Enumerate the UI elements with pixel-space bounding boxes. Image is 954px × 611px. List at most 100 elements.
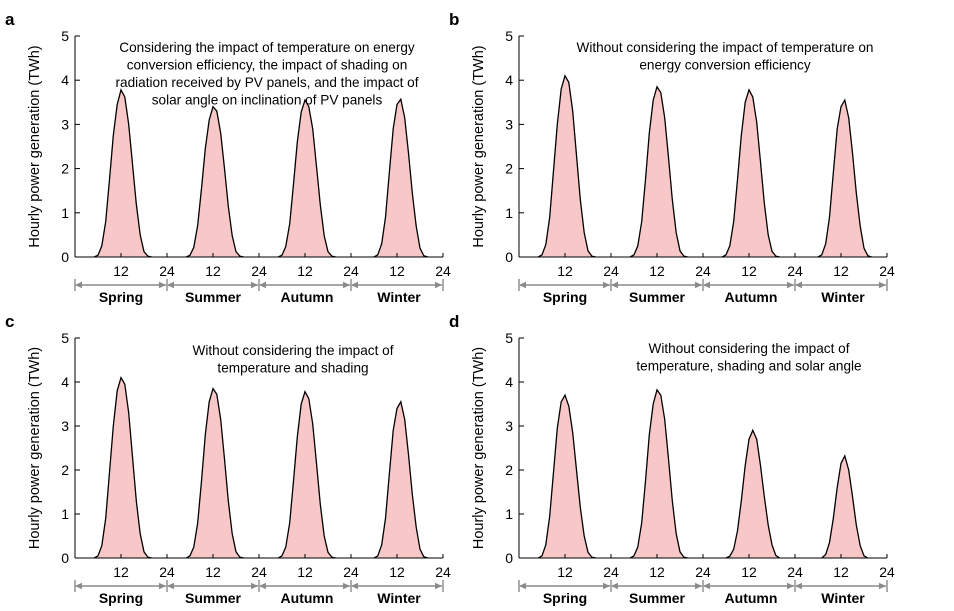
x-tick-label: 24 — [159, 564, 175, 580]
y-tick-label: 1 — [61, 506, 69, 522]
area-winter — [818, 100, 872, 257]
line-spring — [537, 393, 596, 559]
x-tick-label: 12 — [389, 564, 405, 580]
season-label-summer: Summer — [629, 590, 686, 606]
area-summer — [186, 388, 244, 558]
x-tick-label: 12 — [557, 564, 573, 580]
panel-label: a — [5, 10, 15, 29]
y-tick-label: 3 — [61, 418, 69, 434]
area-autumn — [278, 391, 336, 558]
y-axis-label: Hourly power generation (TWh) — [471, 45, 487, 247]
line-winter — [821, 454, 869, 559]
panel-label: c — [5, 312, 14, 331]
x-tick-label: 24 — [787, 263, 803, 279]
area-spring — [94, 89, 152, 258]
x-tick-label: 24 — [159, 263, 175, 279]
x-tick-label: 24 — [603, 564, 619, 580]
x-tick-label: 24 — [251, 263, 267, 279]
area-spring — [94, 377, 152, 558]
y-tick-label: 0 — [505, 249, 513, 265]
season-label-spring: Spring — [99, 590, 143, 606]
x-tick-label: 12 — [297, 564, 313, 580]
y-tick-label: 3 — [505, 116, 513, 132]
y-tick-label: 4 — [505, 374, 513, 390]
line-summer — [629, 388, 688, 559]
annotation-line: energy conversion efficiency — [639, 58, 810, 73]
area-summer — [630, 389, 688, 558]
y-tick-label: 1 — [505, 205, 513, 221]
season-label-autumn: Autumn — [281, 289, 334, 305]
season-label-summer: Summer — [185, 289, 242, 305]
season-label-winter: Winter — [377, 590, 421, 606]
y-tick-label: 0 — [61, 249, 69, 265]
y-tick-label: 2 — [505, 161, 513, 177]
panel-label: b — [449, 10, 459, 29]
line-summer — [629, 85, 688, 258]
y-tick-label: 3 — [61, 116, 69, 132]
y-axis-label: Hourly power generation (TWh) — [471, 347, 487, 549]
x-tick-label: 24 — [695, 263, 711, 279]
annotation-line: Without considering the impact of — [193, 343, 394, 358]
x-tick-label: 12 — [205, 263, 221, 279]
line-spring — [93, 88, 152, 258]
x-tick-label: 12 — [205, 564, 221, 580]
line-summer — [185, 105, 244, 258]
x-tick-label: 12 — [113, 263, 129, 279]
y-tick-label: 5 — [505, 330, 513, 346]
y-tick-label: 2 — [61, 161, 69, 177]
area-spring — [538, 75, 596, 257]
line-autumn — [277, 390, 336, 559]
season-label-spring: Spring — [99, 289, 143, 305]
x-tick-label: 12 — [297, 263, 313, 279]
x-tick-label: 12 — [649, 564, 665, 580]
y-tick-label: 1 — [505, 506, 513, 522]
y-tick-label: 2 — [61, 462, 69, 478]
line-autumn — [721, 88, 780, 258]
panel-label: d — [449, 312, 459, 331]
season-label-winter: Winter — [821, 289, 865, 305]
annotation-line: Without considering the impact of temper… — [577, 40, 874, 55]
season-label-spring: Spring — [543, 289, 587, 305]
line-spring — [93, 375, 152, 559]
x-tick-label: 24 — [603, 263, 619, 279]
x-tick-label: 24 — [787, 564, 803, 580]
y-tick-label: 0 — [505, 550, 513, 566]
season-label-summer: Summer — [185, 590, 242, 606]
line-winter — [817, 98, 872, 258]
y-tick-label: 5 — [61, 28, 69, 44]
y-tick-label: 4 — [61, 72, 69, 88]
area-winter — [374, 401, 428, 558]
y-axis-label: Hourly power generation (TWh) — [27, 45, 43, 247]
x-tick-label: 12 — [833, 263, 849, 279]
x-tick-label: 12 — [389, 263, 405, 279]
annotation-line: temperature and shading — [217, 361, 368, 376]
area-summer — [630, 86, 688, 257]
x-tick-label: 12 — [649, 263, 665, 279]
annotation-line: temperature, shading and solar angle — [636, 359, 861, 374]
x-tick-label: 24 — [695, 564, 711, 580]
area-summer — [186, 106, 244, 257]
area-autumn — [726, 430, 780, 558]
annotation-line: conversion efficiency, the impact of sha… — [127, 58, 408, 73]
line-autumn — [277, 98, 336, 258]
area-winter — [374, 99, 428, 257]
x-tick-label: 24 — [343, 564, 359, 580]
x-tick-label: 12 — [741, 564, 757, 580]
season-label-summer: Summer — [629, 289, 686, 305]
season-label-winter: Winter — [821, 590, 865, 606]
line-winter — [373, 400, 428, 559]
y-axis-label: Hourly power generation (TWh) — [27, 347, 43, 549]
annotation-line: radiation received by PV panels, and the… — [115, 75, 418, 90]
annotation-line: Without considering the impact of — [649, 341, 850, 356]
y-tick-label: 3 — [505, 418, 513, 434]
x-tick-label: 12 — [741, 263, 757, 279]
y-tick-label: 2 — [505, 462, 513, 478]
y-tick-label: 0 — [61, 550, 69, 566]
x-tick-label: 24 — [251, 564, 267, 580]
line-summer — [185, 387, 244, 559]
season-label-autumn: Autumn — [725, 289, 778, 305]
